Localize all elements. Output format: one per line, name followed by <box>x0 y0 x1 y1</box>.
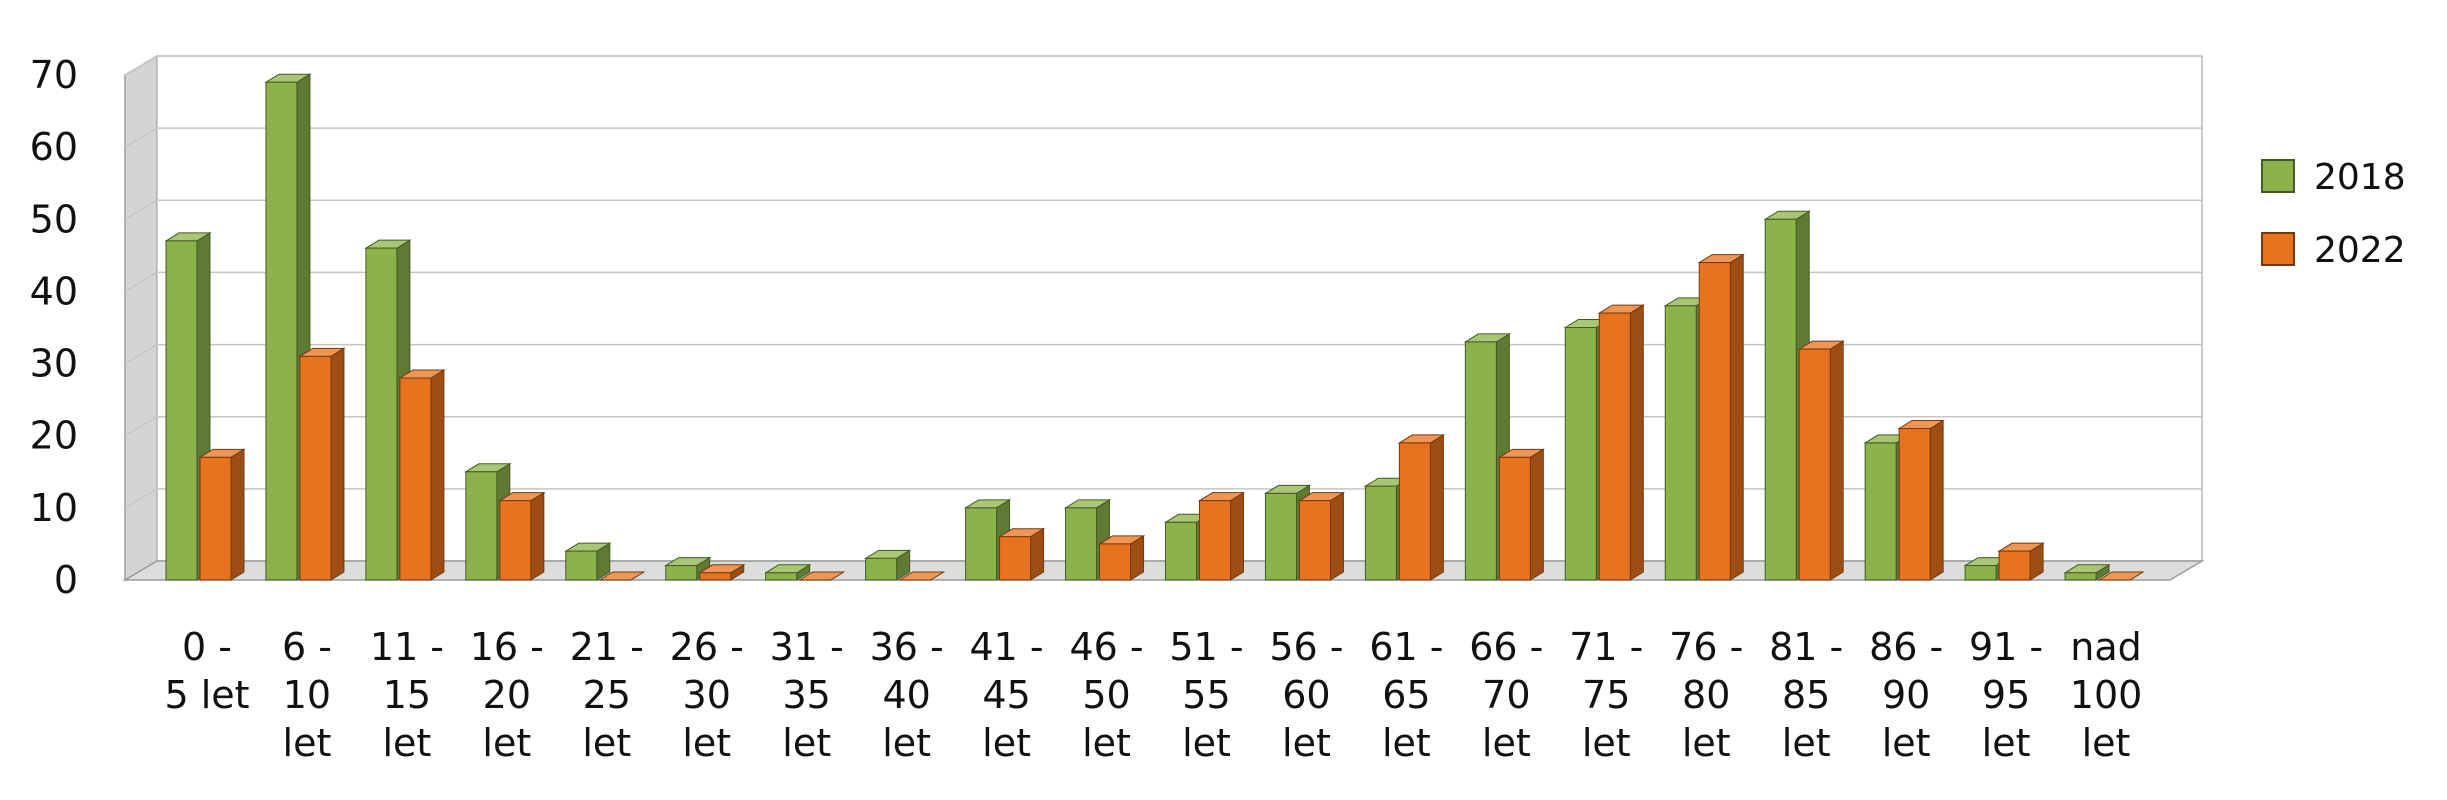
y-axis-ticks: 0 10 20 30 40 50 60 70 <box>30 53 78 602</box>
x-tick-label: 11 -15 let <box>370 625 444 765</box>
legend-item-2022: 2022 <box>2261 230 2406 271</box>
legend-swatch <box>2261 159 2295 193</box>
bar-2018 <box>264 73 312 581</box>
gridline <box>124 127 2202 148</box>
gridline <box>124 343 2202 365</box>
bar-2022 <box>398 369 446 581</box>
y-tick-label: 60 <box>30 125 78 169</box>
x-tick-label: 61 -65 let <box>1369 625 1443 765</box>
y-tick-label: 30 <box>30 342 78 386</box>
gridlines <box>124 55 2202 509</box>
bar-2022 <box>498 491 546 581</box>
x-tick-label: nad 100 let <box>2070 625 2143 765</box>
x-tick-label: 46 -50 let <box>1069 625 1143 765</box>
x-tick-label: 91 -95 let <box>1969 625 2043 765</box>
bar-2018 <box>763 563 812 581</box>
bar-2022 <box>1397 434 1446 581</box>
x-tick-label: 6 -10 let <box>282 625 332 765</box>
legend-label: 2022 <box>2314 230 2406 271</box>
x-tick-label: 51 -55 let <box>1169 625 1243 765</box>
x-tick-label: 66 -70 let <box>1469 625 1543 765</box>
x-tick-label: 31 -35 let <box>770 625 844 765</box>
bar-2022 <box>1597 304 1646 581</box>
y-tick-label: 0 <box>54 558 78 602</box>
bar-2022 <box>298 347 346 581</box>
bars <box>164 73 2145 581</box>
gridline <box>124 199 2202 220</box>
bar-2022 <box>1897 419 1945 581</box>
side-wall <box>124 54 158 582</box>
x-tick-label: 86 -90 let <box>1869 625 1943 765</box>
bar-2022 <box>2097 571 2145 581</box>
gridline <box>124 271 2202 293</box>
y-tick-label: 20 <box>30 414 78 458</box>
bar-2022 <box>897 571 946 581</box>
x-tick-label: 21 -25 let <box>570 625 644 765</box>
y-tick-label: 50 <box>30 197 78 241</box>
x-tick-label: 81 -85 let <box>1769 625 1843 765</box>
bar-2022 <box>1297 491 1346 581</box>
bar-2022 <box>198 448 246 581</box>
bar-2018 <box>1263 484 1312 581</box>
bar-2022 <box>1097 535 1146 581</box>
bar-2022 <box>697 563 746 581</box>
bar-2018 <box>1463 333 1512 581</box>
bar-2022 <box>1497 448 1546 581</box>
legend-swatch <box>2261 232 2295 266</box>
y-tick-label: 10 <box>30 486 78 530</box>
y-tick-label: 40 <box>30 269 78 313</box>
x-tick-label: 56 -60 let <box>1269 625 1343 765</box>
bar-2018 <box>2063 563 2111 581</box>
x-tick-label: 36 -40 let <box>870 625 944 765</box>
x-tick-label: 26 -30 let <box>670 625 744 765</box>
y-tick-label: 70 <box>30 53 78 97</box>
gridline <box>124 55 2202 76</box>
legend-item-2018: 2018 <box>2261 157 2406 198</box>
bar-2022 <box>1797 340 1845 581</box>
x-tick-label: 16 -20 let <box>470 625 544 765</box>
x-axis-ticks: 0 -5 let 6 -10 let 11 -15 let 16 -20 let 21 -25… <box>164 625 2142 765</box>
bar-2022 <box>1197 491 1246 581</box>
legend-label: 2018 <box>2314 157 2406 198</box>
gridline <box>124 415 2202 437</box>
bar-2018 <box>564 542 612 581</box>
bar-2018 <box>863 549 912 581</box>
bar-2022 <box>598 571 646 581</box>
x-tick-label: 76 -80 let <box>1669 625 1743 765</box>
bar-2022 <box>1997 542 2045 581</box>
bar-2022 <box>1697 253 1746 581</box>
bar-2022 <box>797 571 846 581</box>
x-tick-label: 71 -75 let <box>1569 625 1643 765</box>
legend: 2018 2022 <box>2261 157 2406 271</box>
x-tick-label: 0 -5 let <box>164 625 249 717</box>
x-tick-label: 41 -45 let <box>970 625 1044 765</box>
bar-2022 <box>997 527 1046 581</box>
